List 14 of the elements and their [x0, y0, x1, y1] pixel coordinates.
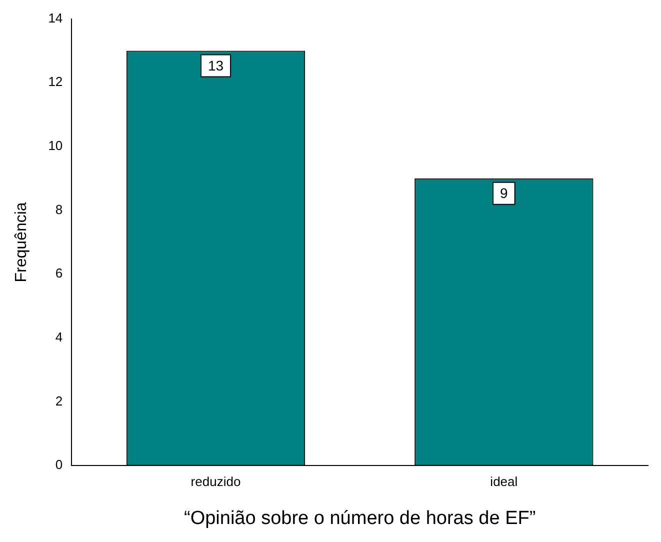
x-tick-label: ideal — [490, 474, 518, 489]
y-axis-title: Frequência — [13, 202, 30, 282]
y-tick-label: 8 — [55, 202, 63, 217]
y-tick-label: 10 — [48, 138, 63, 154]
y-tick-label: 4 — [55, 330, 63, 345]
x-tick-label: reduzido — [190, 474, 241, 489]
y-tick-label: 14 — [48, 10, 63, 26]
y-tick-label: 2 — [55, 393, 63, 408]
y-tick-label: 0 — [55, 457, 63, 472]
y-tick-label: 12 — [48, 74, 63, 90]
data-label: 9 — [500, 185, 508, 202]
data-label: 13 — [208, 58, 224, 74]
y-tick-label: 6 — [55, 266, 63, 281]
x-axis-title: “Opinião sobre o número de horas de EF” — [184, 508, 536, 529]
